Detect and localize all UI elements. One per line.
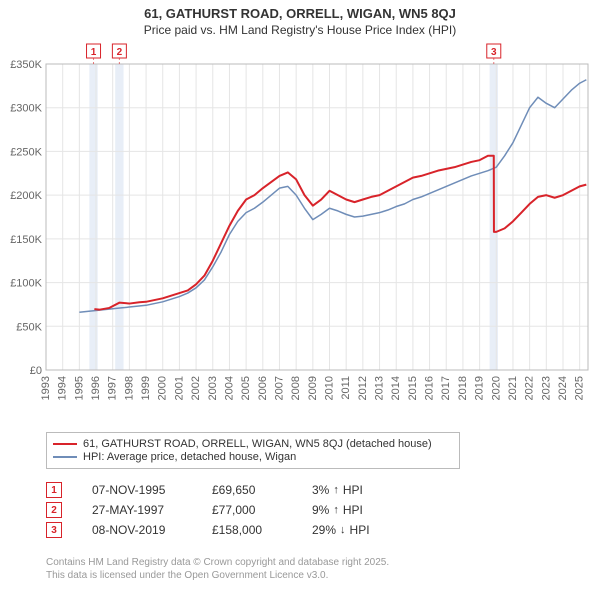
chart-container: 61, GATHURST ROAD, ORRELL, WIGAN, WN5 8Q…: [0, 0, 600, 590]
sale-delta-label: HPI: [343, 503, 363, 517]
svg-text:2018: 2018: [457, 376, 469, 400]
sale-price: £158,000: [212, 523, 282, 537]
sale-row: 2 27-MAY-1997 £77,000 9% ↑ HPI: [46, 502, 412, 518]
svg-text:2003: 2003: [207, 376, 219, 400]
sale-delta: 29% ↓ HPI: [312, 523, 412, 537]
svg-text:2019: 2019: [474, 376, 486, 400]
svg-text:2010: 2010: [324, 376, 336, 400]
svg-text:1994: 1994: [57, 376, 69, 400]
svg-text:1996: 1996: [90, 376, 102, 400]
arrow-down-icon: ↓: [340, 524, 346, 536]
svg-text:2012: 2012: [357, 376, 369, 400]
svg-text:£200K: £200K: [10, 190, 42, 202]
title-block: 61, GATHURST ROAD, ORRELL, WIGAN, WN5 8Q…: [0, 0, 600, 37]
sale-price: £77,000: [212, 503, 282, 517]
sale-delta-pct: 29%: [312, 523, 336, 537]
svg-text:2008: 2008: [290, 376, 302, 400]
svg-text:2006: 2006: [257, 376, 269, 400]
sale-delta-pct: 9%: [312, 503, 329, 517]
legend: 61, GATHURST ROAD, ORRELL, WIGAN, WN5 8Q…: [46, 432, 460, 469]
svg-text:£50K: £50K: [16, 321, 42, 333]
sale-delta-label: HPI: [350, 523, 370, 537]
sale-date: 27-MAY-1997: [92, 503, 182, 517]
svg-text:2017: 2017: [440, 376, 452, 400]
svg-text:1997: 1997: [107, 376, 119, 400]
svg-text:1998: 1998: [123, 376, 135, 400]
footer-attribution: Contains HM Land Registry data © Crown c…: [46, 556, 389, 582]
svg-text:1999: 1999: [140, 376, 152, 400]
sale-date: 08-NOV-2019: [92, 523, 182, 537]
svg-text:2025: 2025: [574, 376, 586, 400]
title-sub: Price paid vs. HM Land Registry's House …: [0, 23, 600, 37]
arrow-up-icon: ↑: [333, 504, 339, 516]
svg-text:2001: 2001: [173, 376, 185, 400]
svg-text:2002: 2002: [190, 376, 202, 400]
sale-row: 3 08-NOV-2019 £158,000 29% ↓ HPI: [46, 522, 412, 538]
legend-item: HPI: Average price, detached house, Wiga…: [53, 451, 453, 463]
title-main: 61, GATHURST ROAD, ORRELL, WIGAN, WN5 8Q…: [0, 6, 600, 21]
footer-line1: Contains HM Land Registry data © Crown c…: [46, 556, 389, 569]
sales-table: 1 07-NOV-1995 £69,650 3% ↑ HPI 2 27-MAY-1997 £77…: [46, 478, 412, 542]
legend-label: 61, GATHURST ROAD, ORRELL, WIGAN, WN5 8Q…: [83, 438, 432, 450]
footer-line2: This data is licensed under the Open Gov…: [46, 569, 389, 582]
svg-text:2024: 2024: [557, 376, 569, 400]
sale-delta: 3% ↑ HPI: [312, 483, 412, 497]
svg-text:£0: £0: [30, 365, 42, 377]
svg-text:2013: 2013: [374, 376, 386, 400]
svg-text:£300K: £300K: [10, 103, 42, 115]
svg-text:2016: 2016: [424, 376, 436, 400]
sale-row: 1 07-NOV-1995 £69,650 3% ↑ HPI: [46, 482, 412, 498]
svg-text:2005: 2005: [240, 376, 252, 400]
svg-text:£150K: £150K: [10, 234, 42, 246]
sale-delta-label: HPI: [343, 483, 363, 497]
sale-marker: 3: [46, 522, 62, 538]
svg-text:2022: 2022: [524, 376, 536, 400]
sale-marker: 1: [46, 482, 62, 498]
sale-marker: 2: [46, 502, 62, 518]
svg-text:2011: 2011: [340, 376, 352, 400]
sale-delta-pct: 3%: [312, 483, 329, 497]
svg-text:2004: 2004: [223, 376, 235, 400]
legend-label: HPI: Average price, detached house, Wiga…: [83, 451, 296, 463]
svg-text:2014: 2014: [390, 376, 402, 400]
legend-swatch: [53, 443, 77, 445]
svg-text:2000: 2000: [157, 376, 169, 400]
svg-text:2021: 2021: [507, 376, 519, 400]
svg-text:2: 2: [117, 47, 123, 58]
svg-text:2020: 2020: [490, 376, 502, 400]
svg-text:£350K: £350K: [10, 59, 42, 71]
chart-plot: £0£50K£100K£150K£200K£250K£300K£350K1993…: [46, 44, 594, 404]
svg-text:2015: 2015: [407, 376, 419, 400]
svg-text:3: 3: [491, 47, 497, 58]
sale-date: 07-NOV-1995: [92, 483, 182, 497]
svg-text:£100K: £100K: [10, 278, 42, 290]
svg-text:1993: 1993: [40, 376, 52, 400]
svg-text:1: 1: [91, 47, 97, 58]
legend-swatch: [53, 456, 77, 458]
sale-price: £69,650: [212, 483, 282, 497]
svg-text:1995: 1995: [73, 376, 85, 400]
svg-text:2007: 2007: [273, 376, 285, 400]
arrow-up-icon: ↑: [333, 484, 339, 496]
sale-delta: 9% ↑ HPI: [312, 503, 412, 517]
svg-text:£250K: £250K: [10, 146, 42, 158]
legend-item: 61, GATHURST ROAD, ORRELL, WIGAN, WN5 8Q…: [53, 438, 453, 450]
svg-text:2023: 2023: [540, 376, 552, 400]
svg-text:2009: 2009: [307, 376, 319, 400]
